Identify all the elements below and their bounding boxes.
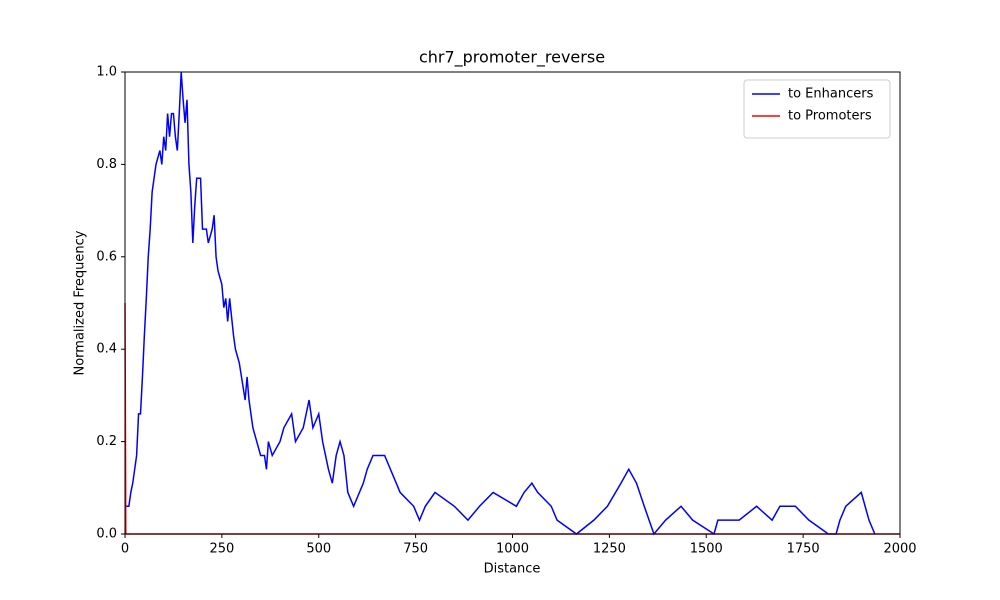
series-line — [125, 71, 876, 536]
chart-title: chr7_promoter_reverse — [419, 48, 605, 68]
x-tick-label: 1750 — [787, 542, 820, 557]
x-tick-label: 750 — [403, 542, 428, 557]
x-tick-label: 500 — [306, 542, 331, 557]
y-tick-label: 0.4 — [96, 342, 117, 357]
x-tick-label: 1500 — [690, 542, 723, 557]
x-tick-label: 250 — [209, 542, 234, 557]
y-axis-label: Normalized Frequency — [73, 230, 88, 375]
y-tick-label: 0.2 — [96, 434, 117, 449]
plot-frame — [124, 71, 901, 535]
y-tick-label: 1.0 — [96, 65, 117, 80]
x-tick-label: 1250 — [593, 542, 626, 557]
legend-label: to Enhancers — [788, 87, 874, 102]
x-tick-label: 2000 — [883, 542, 916, 557]
x-tick-label: 1000 — [496, 542, 529, 557]
y-tick-label: 0.0 — [96, 527, 117, 542]
x-tick-label: 0 — [121, 542, 129, 557]
y-tick-label: 0.8 — [96, 157, 117, 172]
legend-label: to Promoters — [788, 109, 872, 124]
legend-box — [743, 79, 891, 139]
x-axis-label: Distance — [484, 562, 541, 577]
y-tick-label: 0.6 — [96, 249, 117, 264]
